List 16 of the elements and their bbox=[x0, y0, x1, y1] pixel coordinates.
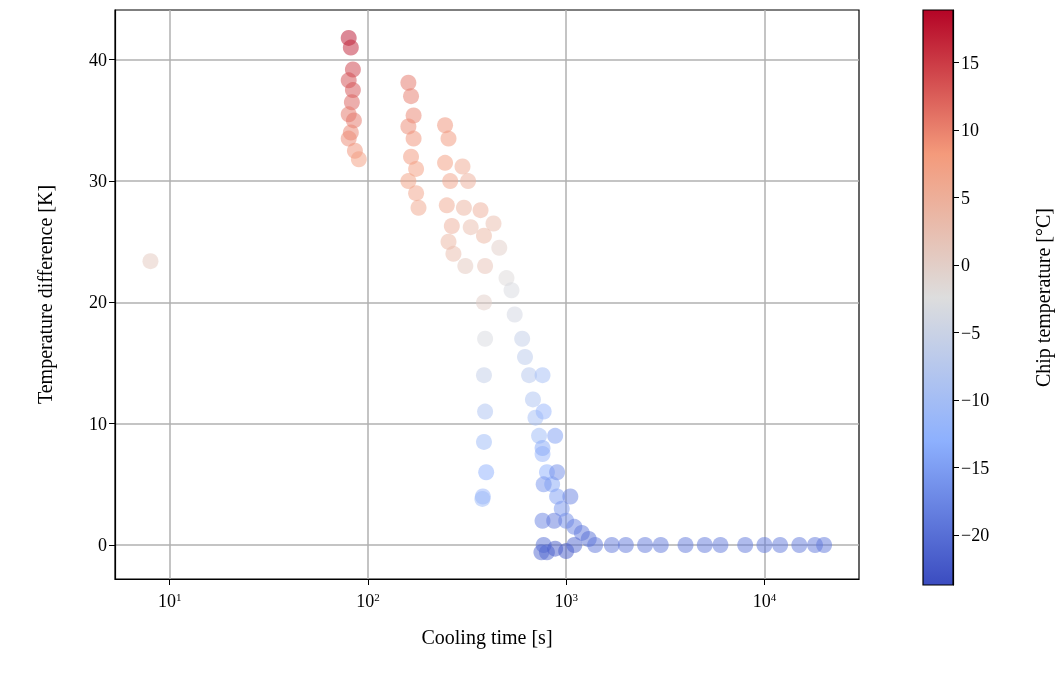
y-tick-label: 0 bbox=[98, 535, 107, 556]
color-bar-label: −10 bbox=[961, 390, 990, 411]
color-bar-label: 10 bbox=[961, 120, 979, 141]
color-bar-title: Chip temperature [°C] bbox=[1032, 207, 1055, 388]
color-bar-label: −15 bbox=[961, 457, 990, 478]
color-bar-label: −5 bbox=[961, 322, 981, 343]
x-axis-title: Cooling time [s] bbox=[421, 626, 553, 649]
y-axis-title: Temperature difference [K] bbox=[34, 184, 57, 405]
color-bar-label: 5 bbox=[961, 187, 970, 208]
y-tick-label: 20 bbox=[89, 292, 107, 313]
y-tick-label: 30 bbox=[89, 171, 107, 192]
color-bar-label: −20 bbox=[961, 525, 990, 546]
color-bar-label: 0 bbox=[961, 255, 970, 276]
y-tick-label: 10 bbox=[89, 413, 107, 434]
y-tick-label: 40 bbox=[89, 49, 107, 70]
color-bar-label: 15 bbox=[961, 52, 979, 73]
